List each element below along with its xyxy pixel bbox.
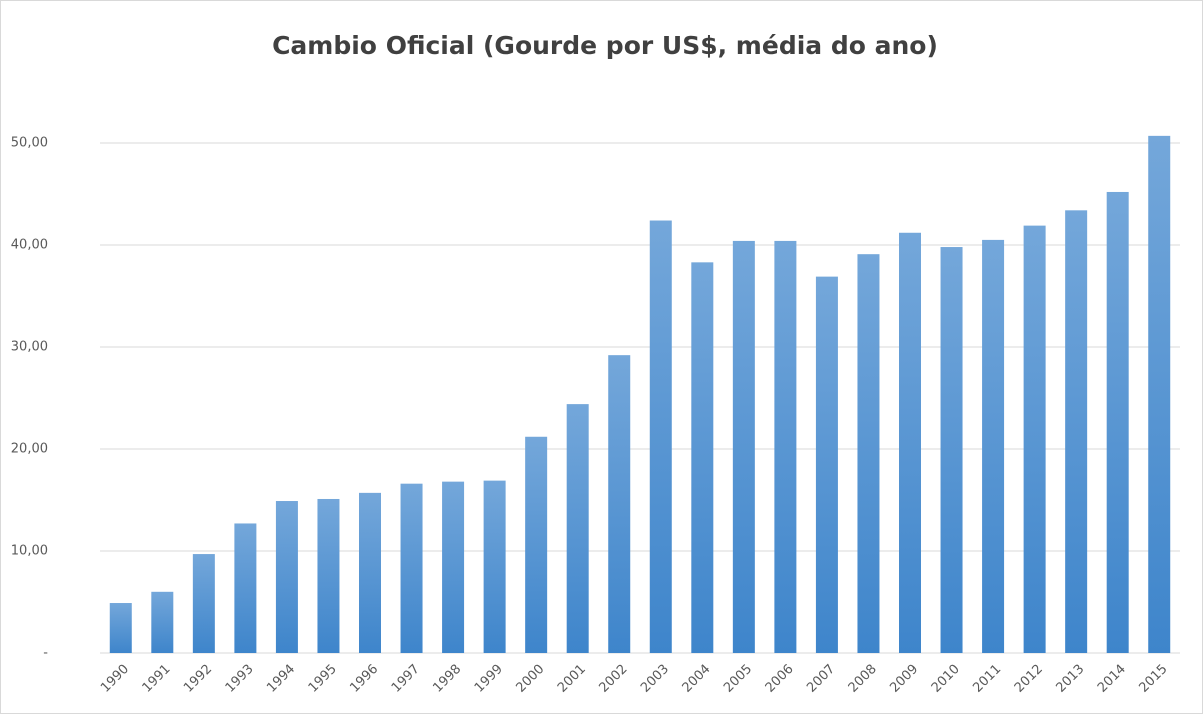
y-tick-label: 10,00 — [11, 544, 48, 559]
bar — [815, 276, 838, 653]
bar — [857, 254, 880, 653]
y-tick-label: - — [43, 646, 48, 661]
bar — [525, 436, 548, 653]
bar — [899, 232, 921, 653]
y-tick-label: 50,00 — [11, 136, 48, 151]
bar — [1023, 225, 1046, 653]
bar — [359, 492, 381, 653]
y-tick-label: 40,00 — [11, 238, 48, 253]
bar — [1065, 210, 1088, 653]
bar — [774, 240, 797, 654]
bar — [234, 523, 257, 653]
chart-title: Cambio Oficial (Gourde por US$, média do… — [272, 31, 938, 60]
y-tick-label: 20,00 — [11, 442, 48, 457]
bar — [691, 262, 714, 653]
y-tick-label: 30,00 — [11, 340, 48, 355]
bar — [940, 247, 963, 654]
bar — [483, 480, 506, 653]
bar — [608, 355, 631, 653]
bar — [400, 483, 423, 653]
bar — [109, 603, 132, 653]
bar — [151, 591, 174, 653]
bar — [982, 239, 1005, 653]
bar — [275, 501, 298, 653]
bar — [1148, 135, 1171, 654]
bar — [1106, 191, 1129, 653]
bar — [649, 220, 672, 653]
bar — [442, 481, 465, 653]
bar — [317, 498, 340, 653]
bar — [192, 554, 215, 653]
bar — [732, 240, 755, 654]
bar — [566, 404, 589, 653]
